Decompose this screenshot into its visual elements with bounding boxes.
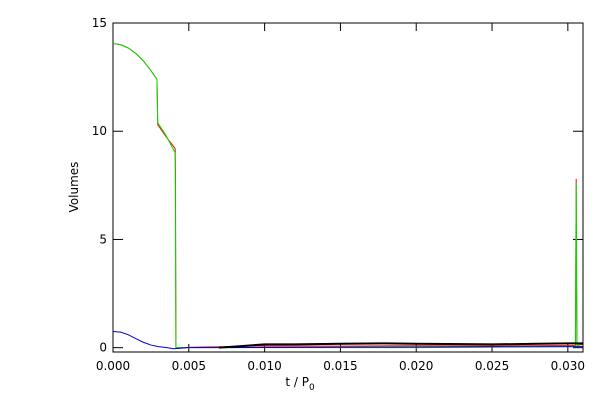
y-tick-label: 10: [92, 124, 107, 138]
x-tick-label: 0.005: [172, 359, 206, 373]
series-line: [112, 43, 584, 349]
x-axis-label-text: t / P: [285, 375, 309, 389]
x-tick-label: 0.010: [247, 359, 281, 373]
y-tick-label: 15: [92, 16, 107, 30]
x-axis-label: t / P0: [285, 375, 315, 393]
x-tick-label: 0.020: [399, 359, 433, 373]
y-axis-label: Volumes: [67, 162, 81, 213]
series-line: [112, 43, 584, 349]
plot-frame: [112, 22, 584, 353]
x-tick-label: 0.030: [551, 359, 585, 373]
x-tick-label: 0.000: [96, 359, 130, 373]
x-tick-label: 0.025: [475, 359, 509, 373]
y-tick-label: 5: [99, 232, 107, 246]
series-line: [219, 342, 583, 349]
y-tick-label: 0: [99, 341, 107, 355]
series-line: [112, 330, 584, 350]
x-tick-label: 0.015: [323, 359, 357, 373]
x-axis-label-subscript: 0: [309, 383, 315, 393]
